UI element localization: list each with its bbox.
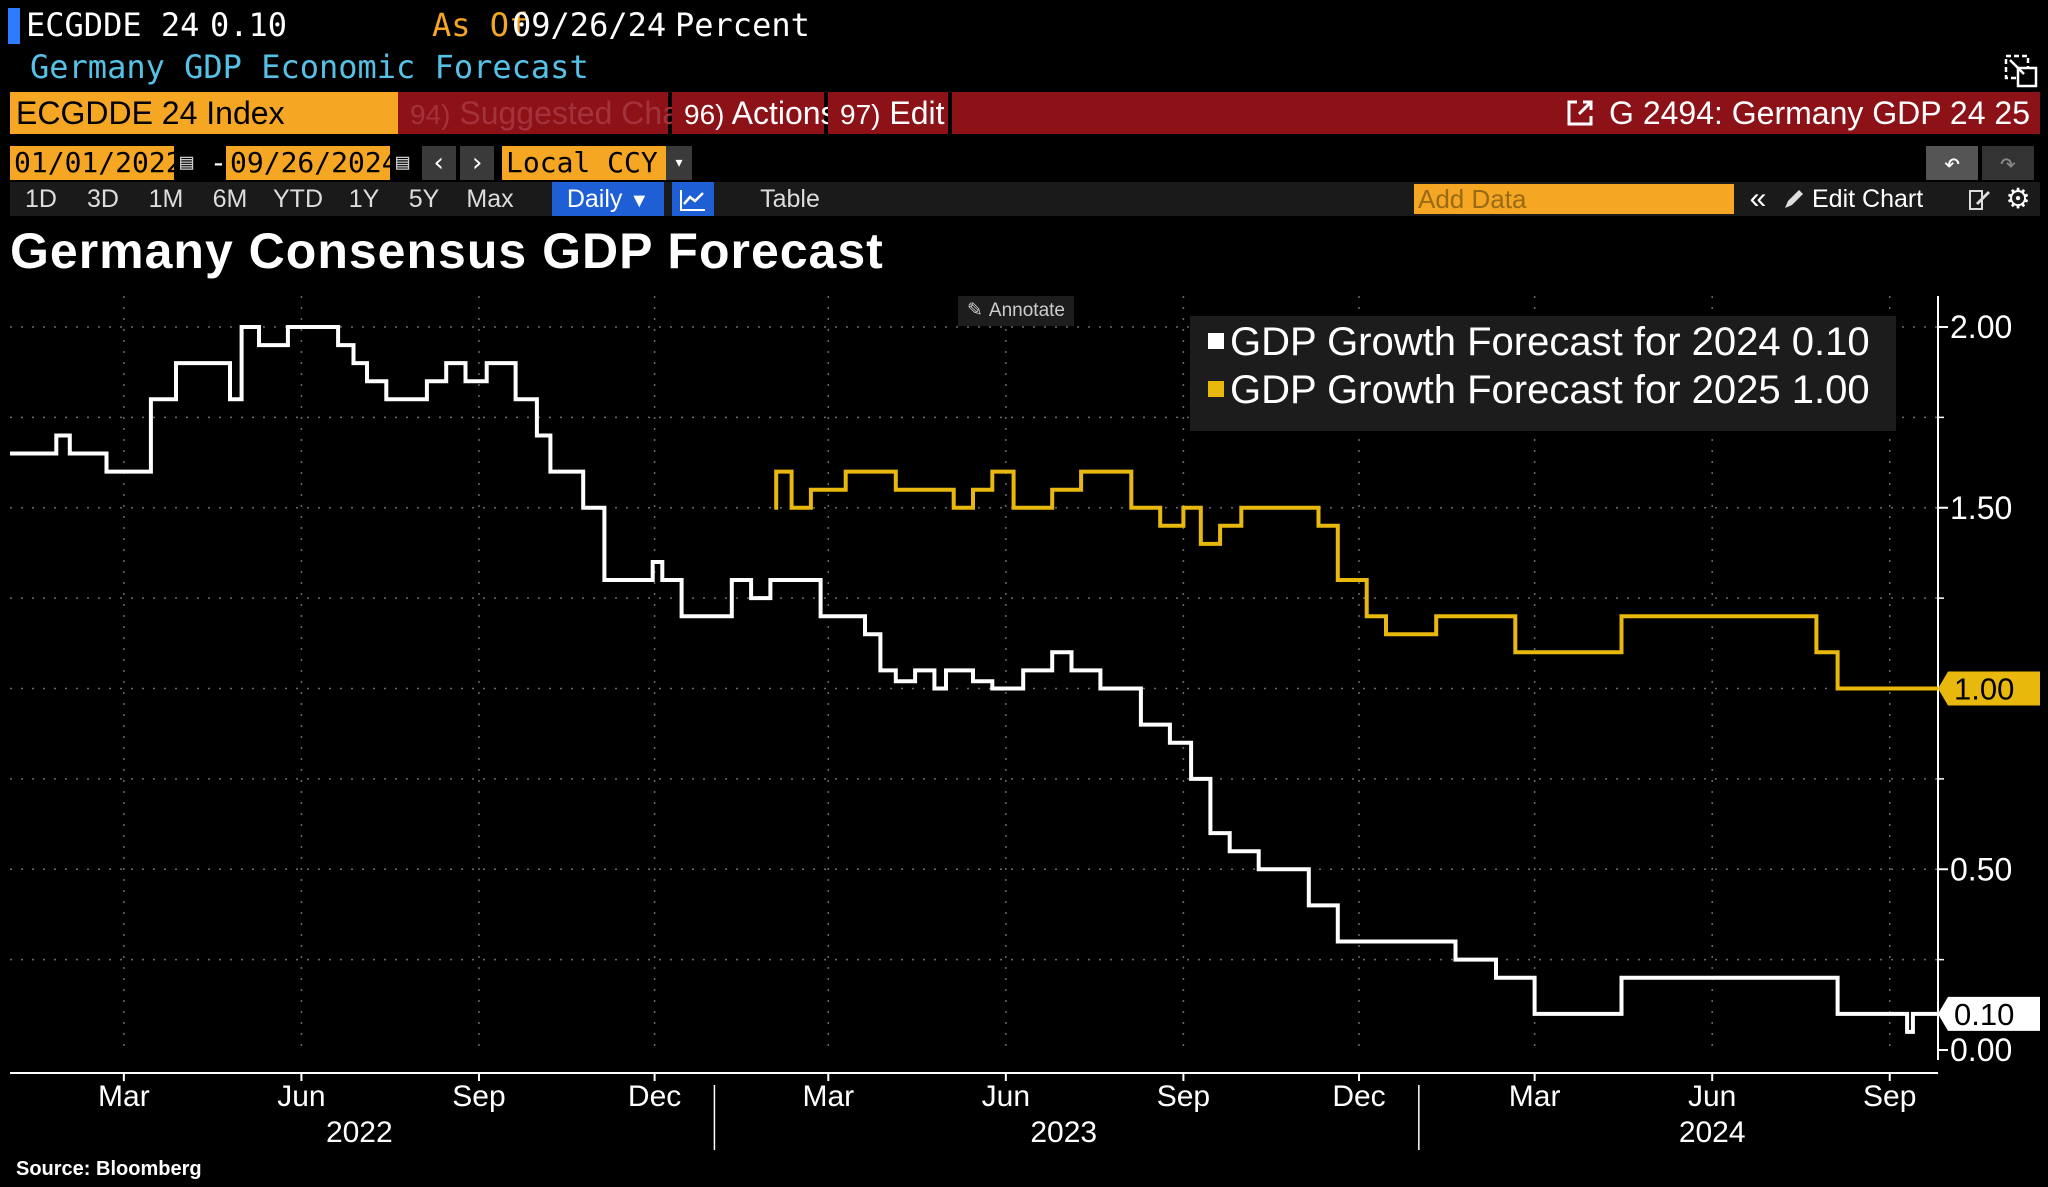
gear-icon[interactable]: ⚙ (2005, 183, 2031, 214)
period-1d[interactable]: 1D (25, 185, 57, 213)
last-value-badge-2025 (1938, 671, 2040, 706)
edit-number: 97) (840, 99, 881, 130)
annotate-label: Annotate (988, 300, 1065, 321)
date-separator: - (210, 146, 227, 179)
date-range-bar: 01/01/2022 ▤ - 09/26/2024 ▤ ‹ › Local CC… (10, 146, 2040, 180)
as-of-date: 09/26/24 (512, 6, 667, 44)
legend-label-2025: GDP Growth Forecast for 2025 (1230, 368, 1781, 412)
x-tick-label: Sep (1863, 1080, 1916, 1113)
y-tick-label: 2.00 (1950, 309, 2012, 345)
security-description: Germany GDP Economic Forecast (30, 48, 589, 86)
suggested-charts-number: 94) (410, 99, 451, 130)
frequency-label: Daily (566, 185, 623, 213)
legend-value-2025: 1.00 (1791, 368, 1870, 412)
legend-entry-2024[interactable]: GDP Growth Forecast for 2024 0.10 (1208, 320, 1870, 365)
function-bar: ECGDDE 24 Index 94) Suggested Charts ▾ 9… (10, 92, 2040, 134)
pencil-icon (1785, 190, 1803, 208)
period-ytd[interactable]: YTD (273, 185, 323, 213)
start-date-input[interactable]: 01/01/2022 (10, 146, 183, 180)
x-tick-label: Sep (452, 1080, 505, 1113)
period-1y[interactable]: 1Y (348, 185, 380, 213)
security-header: ECGDDE 24 0.10 As Of 09/26/24 Percent (0, 0, 2048, 50)
undo-icon[interactable]: ↶ (1926, 146, 1978, 180)
unit-label: Percent (675, 6, 810, 44)
frequency-select[interactable]: Daily ▼ (552, 182, 664, 216)
x-tick-label: Jun (1688, 1080, 1736, 1113)
annotate-button[interactable]: ✎ Annotate (958, 296, 1074, 326)
x-tick-label: Mar (1509, 1080, 1561, 1113)
table-button[interactable]: Table (760, 185, 820, 213)
x-tick-label: Jun (277, 1080, 325, 1113)
period-6m[interactable]: 6M (212, 185, 248, 213)
year-label: 2023 (1030, 1116, 1097, 1149)
edit-chart-label: Edit Chart (1812, 185, 1924, 213)
double-chevron-left-icon[interactable]: « (1749, 182, 1767, 215)
y-tick-label: 0.50 (1950, 851, 2012, 887)
chart-legend: GDP Growth Forecast for 2024 0.10 GDP Gr… (1190, 316, 1896, 431)
period-3d[interactable]: 3D (87, 185, 119, 213)
chevron-down-icon: ▼ (629, 190, 650, 212)
chart-reference[interactable]: G 2494: Germany GDP 24 25 (952, 92, 2040, 134)
chevron-right-icon[interactable]: › (460, 146, 494, 180)
actions-number: 96) (684, 99, 725, 130)
period-5y[interactable]: 5Y (408, 185, 440, 213)
source-note: Source: Bloomberg (16, 1158, 202, 1180)
edit-chart-button[interactable]: Edit Chart (1782, 182, 1972, 216)
series-line-2025 (774, 469, 1938, 691)
year-label: 2024 (1679, 1116, 1746, 1149)
chevron-down-icon[interactable]: ▾ (666, 146, 692, 180)
y-tick-label: 1.50 (1950, 490, 2012, 526)
actions-button[interactable]: 96) Actions ▾ (672, 92, 865, 134)
series-line-2024 (10, 325, 1938, 1034)
actions-label: Actions (731, 95, 837, 131)
x-tick-label: Dec (628, 1080, 681, 1113)
chevron-left-icon[interactable]: ‹ (422, 146, 456, 180)
popout-icon[interactable] (2004, 54, 2038, 88)
as-of-label: As Of (432, 6, 529, 44)
calendar-icon[interactable]: ▤ (396, 150, 410, 175)
edit-lines-icon[interactable] (1964, 182, 1996, 216)
pencil-icon: ✎ (967, 300, 983, 321)
edit-label: Edit (889, 95, 945, 131)
x-tick-label: Mar (802, 1080, 854, 1113)
period-1m[interactable]: 1M (148, 185, 184, 213)
x-tick-label: Sep (1157, 1080, 1210, 1113)
last-value: 0.10 (210, 6, 288, 44)
legend-entry-2025[interactable]: GDP Growth Forecast for 2025 1.00 (1208, 368, 1870, 413)
chart-reference-label: G 2494: Germany GDP 24 25 (1609, 95, 2030, 131)
last-value-badge-2024 (1938, 996, 2040, 1031)
period-bar: 1D 3D 1M 6M YTD 1Y 5Y Max Daily ▼ Table … (10, 182, 2040, 216)
x-tick-label: Mar (98, 1080, 150, 1113)
last-value-label: 0.10 (1954, 997, 2014, 1032)
ticker-label: ECGDDE 24 (26, 6, 200, 44)
legend-value-2024: 0.10 (1791, 320, 1870, 364)
end-date-input[interactable]: 09/26/2024 (226, 146, 399, 180)
external-link-icon (1567, 100, 1593, 126)
period-max[interactable]: Max (466, 185, 514, 213)
edit-button[interactable]: 97) Edit ▾ (828, 92, 973, 134)
security-marker (8, 8, 20, 44)
calendar-icon[interactable]: ▤ (180, 150, 194, 175)
last-value-label: 1.00 (1954, 672, 2014, 707)
currency-select[interactable]: Local CCY (502, 146, 666, 180)
legend-swatch-2025 (1208, 381, 1224, 397)
add-data-input[interactable]: Add Data (1414, 184, 1734, 214)
x-tick-label: Jun (982, 1080, 1030, 1113)
y-tick-label: 0.00 (1950, 1032, 2012, 1068)
chart-title: Germany Consensus GDP Forecast (10, 223, 884, 279)
redo-icon[interactable]: ↷ (1982, 146, 2034, 180)
line-chart-icon[interactable] (672, 182, 714, 216)
year-label: 2022 (326, 1116, 393, 1149)
legend-label-2024: GDP Growth Forecast for 2024 (1230, 320, 1781, 364)
x-tick-label: Dec (1332, 1080, 1385, 1113)
legend-swatch-2024 (1208, 333, 1224, 349)
